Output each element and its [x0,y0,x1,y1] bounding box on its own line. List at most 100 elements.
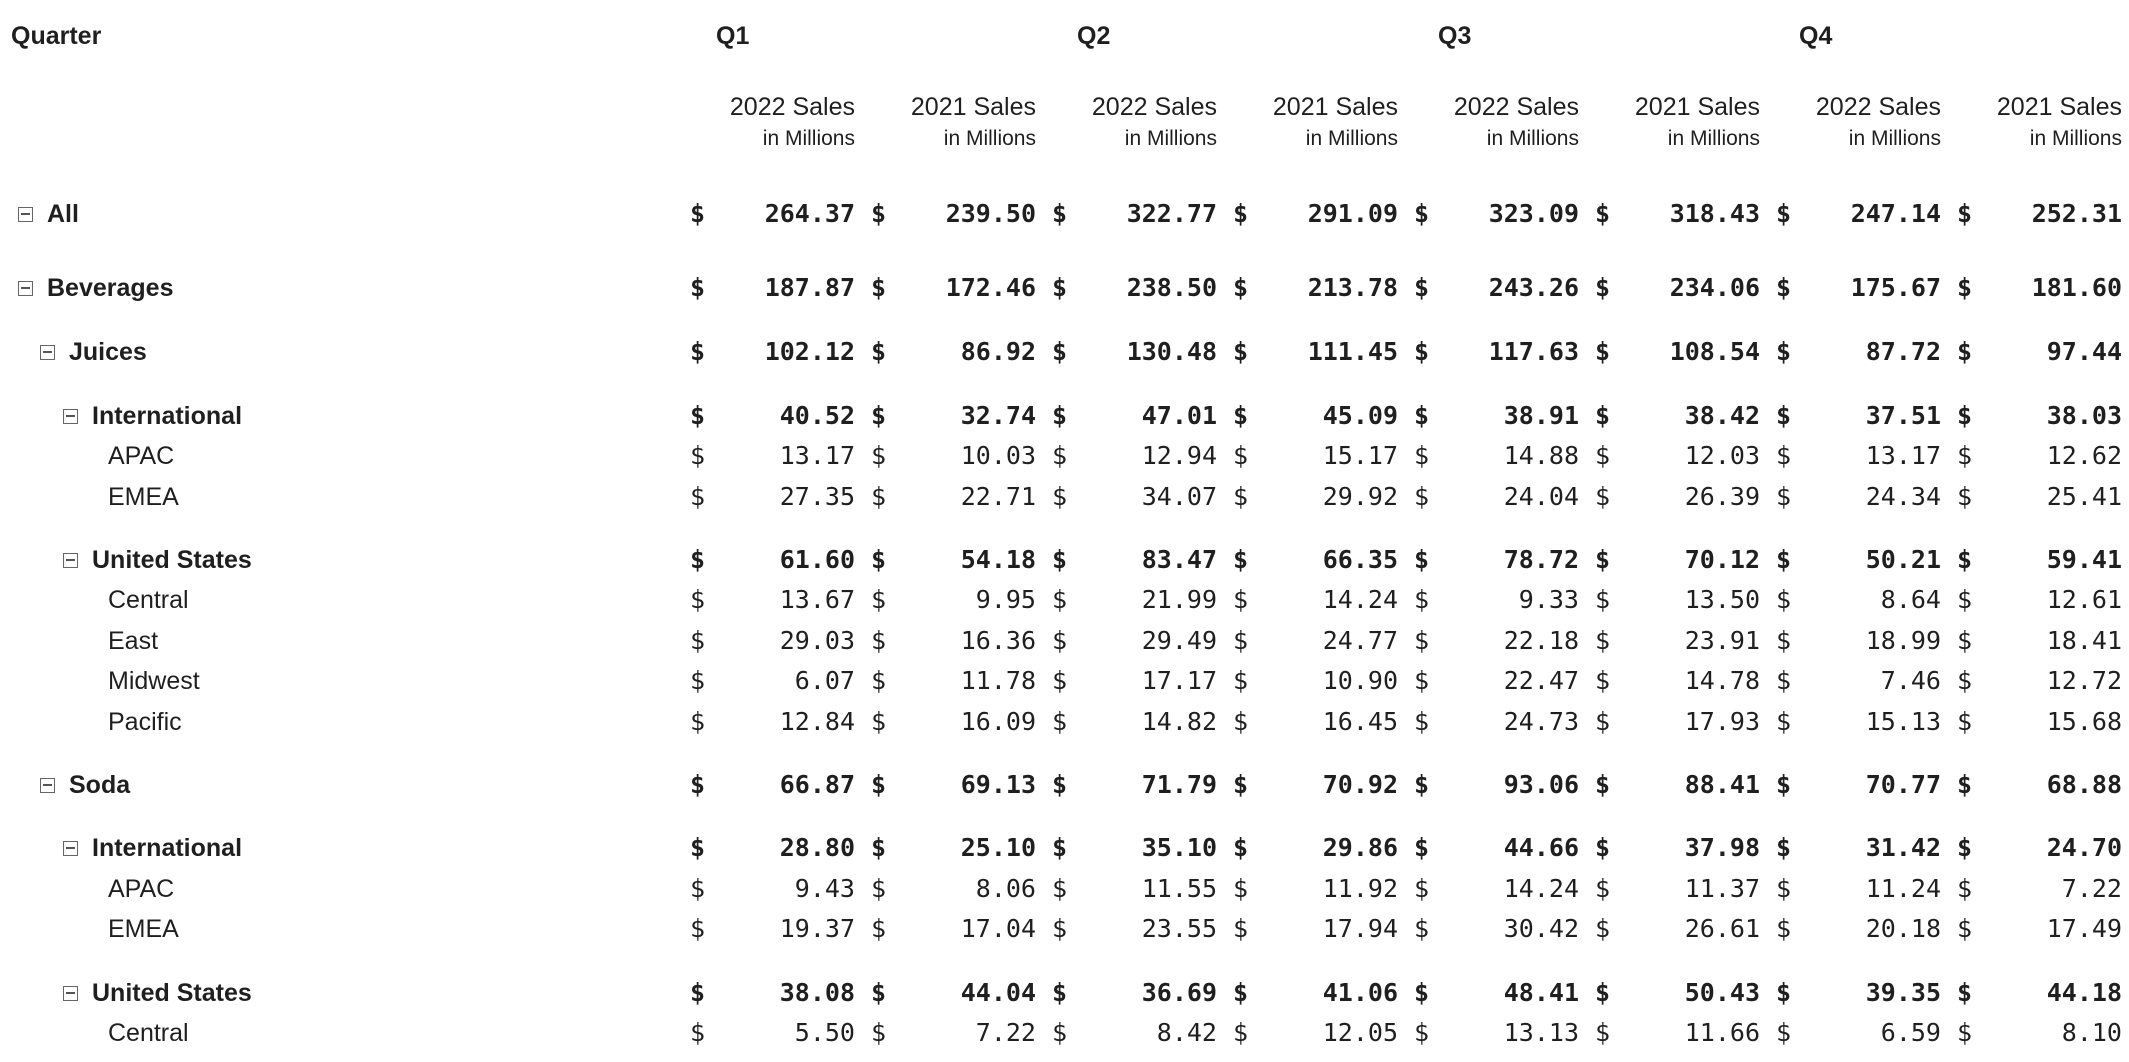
value-cell: 19.37 [779,914,855,943]
value-cell: 7.22 [2061,874,2122,903]
currency-symbol: $ [1052,401,1068,430]
currency-symbol: $ [871,401,887,430]
value-cell: 12.03 [1684,441,1760,470]
value-cell: 323.09 [1488,199,1579,228]
row-label-text: Juices [69,337,147,366]
collapse-icon[interactable] [63,985,78,1001]
collapse-icon[interactable] [18,206,33,222]
value-cell: 39.35 [1865,978,1941,1007]
currency-symbol: $ [1233,1018,1249,1047]
currency-symbol: $ [1776,273,1792,302]
currency-symbol: $ [1052,914,1068,943]
value-cell: 88.41 [1684,770,1760,799]
currency-symbol: $ [1233,707,1249,736]
value-cell: 41.06 [1322,978,1398,1007]
currency-symbol: $ [871,545,887,574]
value-cell: 13.67 [779,585,855,614]
currency-symbol: $ [1414,337,1430,366]
row-label-text: Beverages [47,273,174,302]
currency-symbol: $ [1233,585,1249,614]
collapse-icon[interactable] [40,777,55,793]
currency-symbol: $ [1776,585,1792,614]
quarter-header-q4: Q4 [1799,22,1833,50]
value-cell: 44.18 [2046,978,2122,1007]
value-cell: 8.42 [1156,1018,1217,1047]
currency-symbol: $ [1776,199,1792,228]
value-cell: 20.18 [1865,914,1941,943]
currency-symbol: $ [1776,545,1792,574]
value-cell: 14.78 [1684,666,1760,695]
value-cell: 86.92 [960,337,1036,366]
collapse-icon[interactable] [63,408,78,424]
currency-symbol: $ [1957,401,1973,430]
currency-symbol: $ [1414,401,1430,430]
value-cell: 16.45 [1322,707,1398,736]
currency-symbol: $ [1595,874,1611,903]
value-cell: 36.69 [1141,978,1217,1007]
value-cell: 181.60 [2031,273,2122,302]
currency-symbol: $ [690,441,706,470]
column-header-title: 2022 Sales [1815,93,1941,121]
row-label: Central [108,582,189,618]
currency-symbol: $ [690,666,706,695]
value-cell: 238.50 [1126,273,1217,302]
value-cell: 69.13 [960,770,1036,799]
value-cell: 10.03 [960,441,1036,470]
collapse-icon[interactable] [40,344,55,360]
currency-symbol: $ [1052,482,1068,511]
row-label: International [63,830,242,866]
value-cell: 29.92 [1322,482,1398,511]
table-row: International $40.52 $32.74 $47.01 $45.09 $38… [0,398,2129,434]
table-row: EMEA $19.37 $17.04 $23.55 $17.94 $30.42 $26.61… [0,911,2129,947]
column-header-title: 2021 Sales [1634,93,1760,121]
collapse-icon[interactable] [63,552,78,568]
collapse-icon[interactable] [63,840,78,856]
value-cell: 117.63 [1488,337,1579,366]
row-label-text: United States [92,978,252,1007]
value-cell: 70.12 [1684,545,1760,574]
currency-symbol: $ [690,337,706,366]
row-label-text: Midwest [108,666,200,695]
value-cell: 7.22 [975,1018,1036,1047]
value-cell: 11.66 [1684,1018,1760,1047]
value-cell: 22.47 [1503,666,1579,695]
column-header-unit: in Millions [1305,127,1398,150]
table-row: Soda $66.87 $69.13 $71.79 $70.92 $93.06 $88.41… [0,767,2129,803]
currency-symbol: $ [690,1018,706,1047]
value-cell: 111.45 [1307,337,1398,366]
row-label: All [18,196,79,232]
value-cell: 38.03 [2046,401,2122,430]
value-cell: 37.98 [1684,833,1760,862]
currency-symbol: $ [1233,833,1249,862]
quarter-header: Quarter [11,22,102,50]
currency-symbol: $ [1052,337,1068,366]
value-cell: 243.26 [1488,273,1579,302]
currency-symbol: $ [871,914,887,943]
row-label: Pacific [108,704,182,740]
currency-symbol: $ [1052,833,1068,862]
row-label-text: United States [92,545,252,574]
table-row: Central $13.67 $9.95 $21.99 $14.24 $9.33 $13.5… [0,582,2129,618]
row-label: Soda [40,767,130,803]
currency-symbol: $ [1957,626,1973,655]
collapse-icon[interactable] [18,280,33,296]
value-cell: 6.59 [1880,1018,1941,1047]
value-cell: 16.36 [960,626,1036,655]
value-cell: 12.61 [2046,585,2122,614]
currency-symbol: $ [1233,482,1249,511]
currency-symbol: $ [690,626,706,655]
row-label-text: International [92,833,243,862]
currency-symbol: $ [871,666,887,695]
row-label-text: APAC [108,874,175,903]
currency-symbol: $ [1776,441,1792,470]
currency-symbol: $ [1595,1018,1611,1047]
value-cell: 25.10 [960,833,1036,862]
table-row: Beverages $187.87 $172.46 $238.50 $213.78 $24… [0,270,2129,306]
value-cell: 14.82 [1141,707,1217,736]
currency-symbol: $ [690,874,706,903]
value-cell: 38.91 [1503,401,1579,430]
currency-symbol: $ [1233,545,1249,574]
value-cell: 12.94 [1141,441,1217,470]
value-cell: 15.13 [1865,707,1941,736]
column-header-unit: in Millions [943,127,1036,150]
